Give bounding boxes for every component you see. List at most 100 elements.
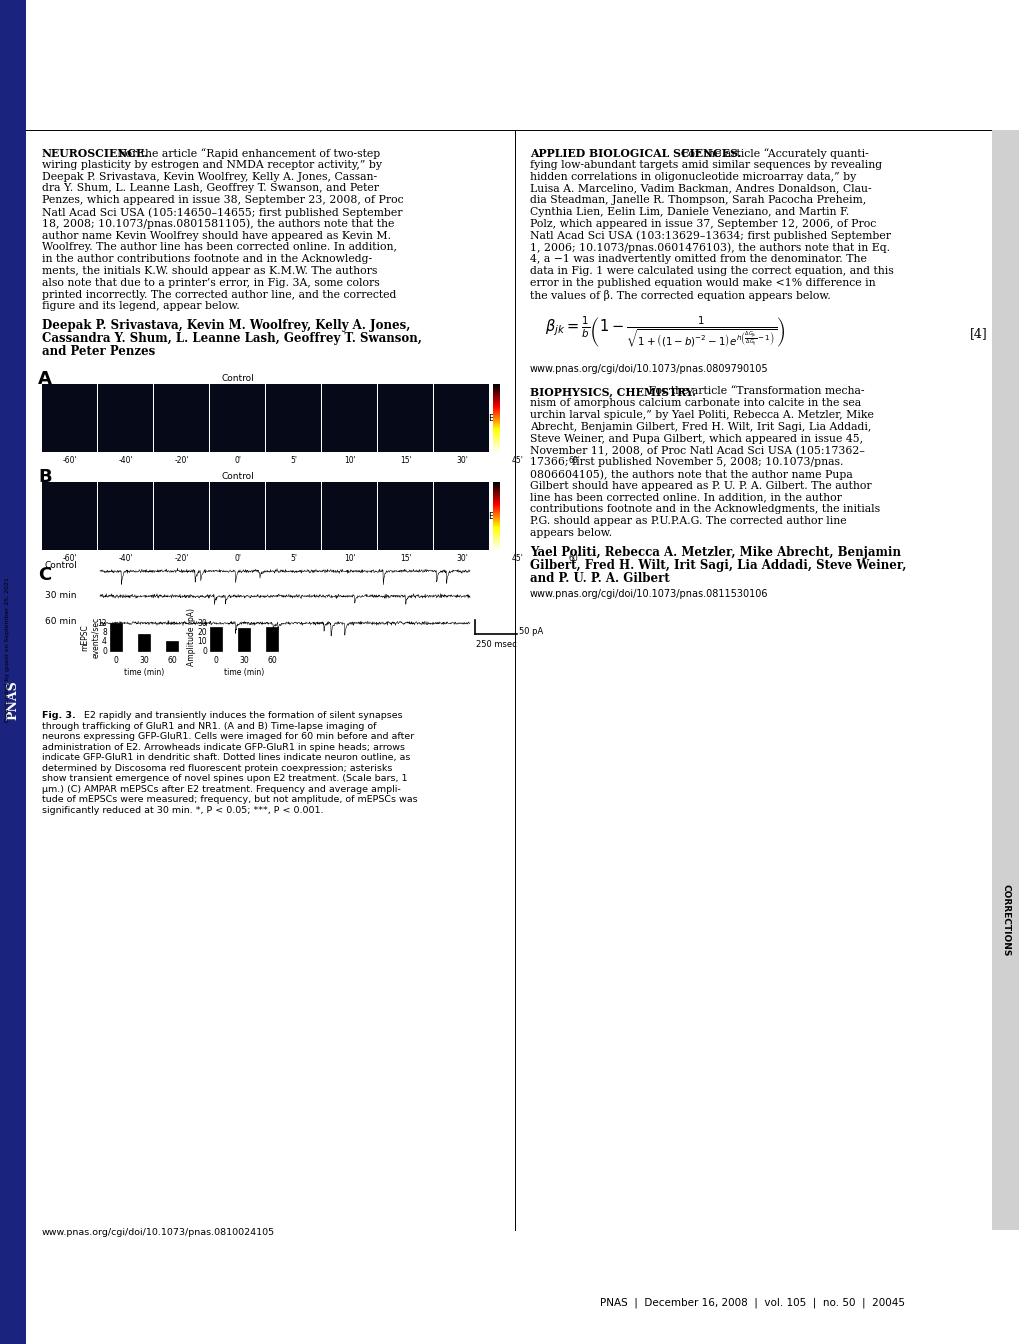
Text: $\beta_{jk} = \frac{1}{b}\left(1 - \frac{1}{\sqrt{1 + \left((1-b)^{-2}-1\right)e: $\beta_{jk} = \frac{1}{b}\left(1 - \frac… — [544, 314, 786, 349]
Bar — [266, 628, 278, 652]
Text: 10': 10' — [343, 554, 356, 563]
Bar — [42, 482, 97, 550]
Text: Downloaded by guest on September 25, 2021: Downloaded by guest on September 25, 202… — [5, 578, 10, 723]
Text: PNAS: PNAS — [6, 680, 19, 720]
Text: Gilbert, Fred H. Wilt, Irit Sagi, Lia Addadi, Steve Weiner,: Gilbert, Fred H. Wilt, Irit Sagi, Lia Ad… — [530, 559, 906, 571]
Text: www.pnas.org/cgi/doi/10.1073/pnas.0810024105: www.pnas.org/cgi/doi/10.1073/pnas.081002… — [42, 1228, 275, 1236]
Text: Amplitude (pA): Amplitude (pA) — [187, 609, 197, 667]
Text: 4, a −1 was inadvertently omitted from the denominator. The: 4, a −1 was inadvertently omitted from t… — [530, 254, 866, 265]
Text: 0: 0 — [213, 656, 218, 665]
Bar — [266, 384, 321, 452]
Text: 17366; first published November 5, 2008; 10.1073/pnas.: 17366; first published November 5, 2008;… — [530, 457, 843, 468]
Text: in the author contributions footnote and in the Acknowledg-: in the author contributions footnote and… — [42, 254, 372, 265]
Text: urchin larval spicule,” by Yael Politi, Rebecca A. Metzler, Mike: urchin larval spicule,” by Yael Politi, … — [530, 410, 873, 421]
Text: 30': 30' — [455, 554, 468, 563]
Text: and Peter Penzes: and Peter Penzes — [42, 345, 155, 359]
Text: data in Fig. 1 were calculated using the correct equation, and this: data in Fig. 1 were calculated using the… — [530, 266, 893, 276]
Text: -40': -40' — [118, 456, 133, 465]
Text: hidden correlations in oligonucleotide microarray data,” by: hidden correlations in oligonucleotide m… — [530, 172, 855, 181]
Text: 30 min: 30 min — [45, 591, 76, 601]
Text: mEPSC
events/sec: mEPSC events/sec — [81, 617, 100, 657]
Text: 30: 30 — [197, 618, 207, 628]
Text: CORRECTIONS: CORRECTIONS — [1001, 884, 1010, 956]
Text: dia Steadman, Janelle R. Thompson, Sarah Pacocha Preheim,: dia Steadman, Janelle R. Thompson, Sarah… — [530, 195, 865, 206]
Text: Gilbert should have appeared as P. U. P. A. Gilbert. The author: Gilbert should have appeared as P. U. P.… — [530, 481, 871, 491]
Text: 8: 8 — [102, 628, 107, 637]
Text: Steve Weiner, and Pupa Gilbert, which appeared in issue 45,: Steve Weiner, and Pupa Gilbert, which ap… — [530, 434, 862, 444]
Text: C: C — [38, 566, 51, 585]
Text: tude of mEPSCs were measured; frequency, but not amplitude, of mEPSCs was: tude of mEPSCs were measured; frequency,… — [42, 796, 417, 804]
Bar — [322, 384, 377, 452]
Bar — [154, 482, 209, 550]
Text: 1, 2006; 10.1073/pnas.0601476103), the authors note that in Eq.: 1, 2006; 10.1073/pnas.0601476103), the a… — [530, 242, 890, 253]
Text: Fig. 3.: Fig. 3. — [42, 711, 75, 720]
Text: and P. U. P. A. Gilbert: and P. U. P. A. Gilbert — [530, 571, 669, 585]
Text: 15': 15' — [399, 456, 412, 465]
Bar — [210, 384, 265, 452]
Bar — [266, 482, 321, 550]
Text: Abrecht, Benjamin Gilbert, Fred H. Wilt, Irit Sagi, Lia Addadi,: Abrecht, Benjamin Gilbert, Fred H. Wilt,… — [530, 422, 870, 431]
Bar — [98, 384, 153, 452]
Text: 12: 12 — [98, 618, 107, 628]
Text: also note that due to a printer’s error, in Fig. 3A, some colors: also note that due to a printer’s error,… — [42, 278, 379, 288]
Text: 45': 45' — [512, 456, 524, 465]
Text: show transient emergence of novel spines upon E2 treatment. (Scale bars, 1: show transient emergence of novel spines… — [42, 774, 408, 784]
Bar — [991, 130, 1019, 1230]
Text: P.G. should appear as P.U.P.A.G. The corrected author line: P.G. should appear as P.U.P.A.G. The cor… — [530, 516, 846, 527]
Text: -40': -40' — [118, 554, 133, 563]
Text: determined by Discosoma red fluorescent protein coexpression; asterisks: determined by Discosoma red fluorescent … — [42, 763, 392, 773]
Text: indicate GFP-GluR1 in dendritic shaft. Dotted lines indicate neuron outline, as: indicate GFP-GluR1 in dendritic shaft. D… — [42, 753, 410, 762]
Text: www.pnas.org/cgi/doi/10.1073/pnas.0809790105: www.pnas.org/cgi/doi/10.1073/pnas.080979… — [530, 364, 768, 375]
Text: appears below.: appears below. — [530, 528, 611, 538]
Text: Deepak P. Srivastava, Kevin Woolfrey, Kelly A. Jones, Cassan-: Deepak P. Srivastava, Kevin Woolfrey, Ke… — [42, 172, 377, 181]
Text: Deepak P. Srivastava, Kevin M. Woolfrey, Kelly A. Jones,: Deepak P. Srivastava, Kevin M. Woolfrey,… — [42, 320, 410, 332]
Text: 15': 15' — [399, 554, 412, 563]
Bar — [0, 0, 25, 1344]
Text: 30': 30' — [455, 456, 468, 465]
Text: 5': 5' — [290, 554, 298, 563]
Text: printed incorrectly. The corrected author line, and the corrected: printed incorrectly. The corrected autho… — [42, 289, 396, 300]
Bar — [110, 624, 122, 652]
Text: Woolfrey. The author line has been corrected online. In addition,: Woolfrey. The author line has been corre… — [42, 242, 396, 253]
Text: 60: 60 — [167, 656, 176, 665]
Text: significantly reduced at 30 min. *, P < 0.05; ***, P < 0.001.: significantly reduced at 30 min. *, P < … — [42, 805, 323, 814]
Text: E2 rapidly and transiently induces the formation of silent synapses: E2 rapidly and transiently induces the f… — [75, 711, 403, 720]
Text: 0': 0' — [234, 554, 242, 563]
Text: administration of E2. Arrowheads indicate GFP-GluR1 in spine heads; arrows: administration of E2. Arrowheads indicat… — [42, 743, 405, 751]
Text: -20': -20' — [174, 554, 190, 563]
Text: 0: 0 — [102, 646, 107, 656]
Text: 30: 30 — [238, 656, 249, 665]
Text: NEUROSCIENCE.: NEUROSCIENCE. — [42, 148, 149, 159]
Text: 60 min: 60 min — [45, 617, 76, 626]
Bar — [210, 628, 222, 652]
Bar — [322, 482, 377, 550]
Bar — [98, 482, 153, 550]
Bar — [378, 482, 433, 550]
Bar — [42, 384, 97, 452]
Text: A: A — [38, 370, 52, 388]
Text: Cassandra Y. Shum, L. Leanne Lash, Geoffrey T. Swanson,: Cassandra Y. Shum, L. Leanne Lash, Geoff… — [42, 332, 422, 345]
Text: 10: 10 — [198, 637, 207, 646]
Text: APPLIED BIOLOGICAL SCIENCES.: APPLIED BIOLOGICAL SCIENCES. — [530, 148, 741, 159]
Text: 18, 2008; 10.1073/pnas.0801581105), the authors note that the: 18, 2008; 10.1073/pnas.0801581105), the … — [42, 219, 394, 230]
Text: 10': 10' — [343, 456, 356, 465]
Text: ments, the initials K.W. should appear as K.M.W. The authors: ments, the initials K.W. should appear a… — [42, 266, 377, 276]
Text: line has been corrected online. In addition, in the author: line has been corrected online. In addit… — [530, 493, 841, 503]
Text: -20': -20' — [174, 456, 190, 465]
Bar — [210, 482, 265, 550]
Text: dra Y. Shum, L. Leanne Lash, Geoffrey T. Swanson, and Peter: dra Y. Shum, L. Leanne Lash, Geoffrey T.… — [42, 183, 379, 194]
Text: For the article “Accurately quanti-: For the article “Accurately quanti- — [678, 148, 868, 159]
Bar — [138, 634, 150, 652]
Text: Polz, which appeared in issue 37, September 12, 2006, of Proc: Polz, which appeared in issue 37, Septem… — [530, 219, 875, 228]
Text: the values of β. The corrected equation appears below.: the values of β. The corrected equation … — [530, 289, 829, 301]
Text: November 11, 2008, of Proc Natl Acad Sci USA (105:17362–: November 11, 2008, of Proc Natl Acad Sci… — [530, 445, 864, 456]
Text: time (min): time (min) — [223, 668, 264, 677]
Text: 4: 4 — [102, 637, 107, 646]
Text: contributions footnote and in the Acknowledgments, the initials: contributions footnote and in the Acknow… — [530, 504, 879, 515]
Text: through trafficking of GluR1 and NR1. (A and B) Time-lapse imaging of: through trafficking of GluR1 and NR1. (A… — [42, 722, 376, 731]
Text: [4]: [4] — [969, 328, 986, 340]
Text: 5': 5' — [290, 456, 298, 465]
Text: 30: 30 — [139, 656, 149, 665]
Text: author name Kevin Woolfrey should have appeared as Kevin M.: author name Kevin Woolfrey should have a… — [42, 231, 390, 241]
Text: nism of amorphous calcium carbonate into calcite in the sea: nism of amorphous calcium carbonate into… — [530, 398, 860, 409]
